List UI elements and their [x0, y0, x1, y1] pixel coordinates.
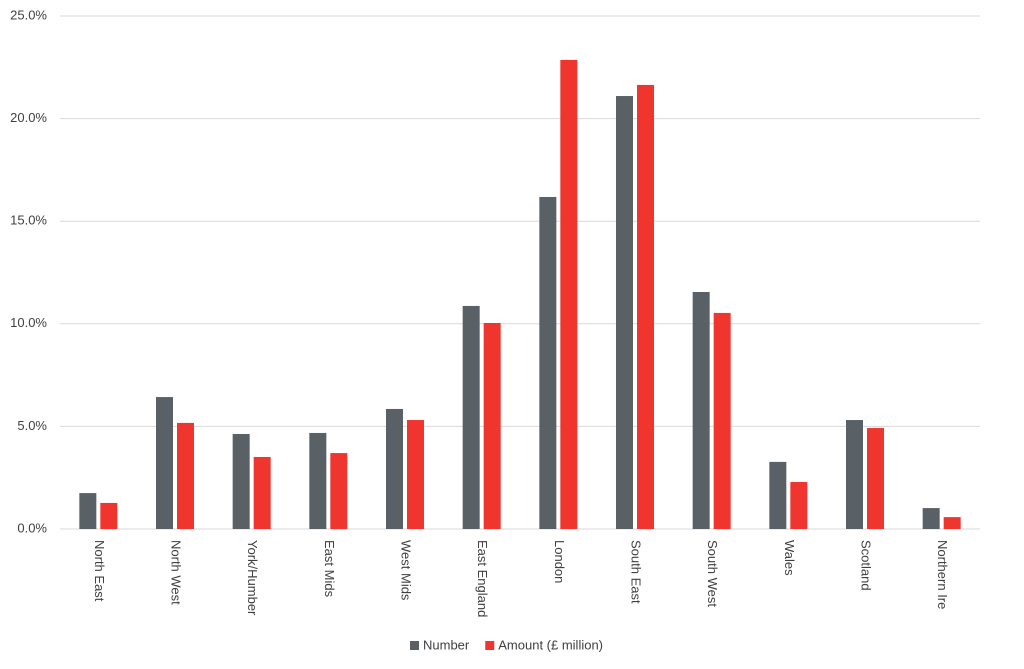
y-tick-label: 5.0%	[17, 418, 47, 433]
bar	[713, 312, 731, 529]
bar	[692, 291, 710, 529]
bar	[483, 322, 501, 529]
bar	[79, 493, 97, 529]
legend-swatch	[410, 641, 419, 650]
bar	[769, 461, 787, 529]
bar	[616, 96, 633, 529]
bar	[846, 420, 863, 529]
bar	[309, 432, 327, 529]
bar	[922, 508, 940, 529]
bar	[407, 420, 424, 529]
x-tick-label: York/Humber	[245, 540, 260, 616]
bar	[637, 84, 654, 529]
y-tick-label: 0.0%	[17, 520, 47, 535]
bar	[560, 59, 578, 529]
x-tick-label: East Mids	[322, 540, 337, 598]
bar	[867, 428, 884, 529]
x-tick-label: South West	[705, 540, 720, 607]
x-tick-label: Scotland	[859, 540, 874, 591]
bar	[386, 408, 403, 529]
legend-swatch	[485, 641, 495, 650]
x-tick-label: Wales	[782, 540, 797, 576]
x-tick-label: East England	[475, 540, 490, 617]
legend-label: Amount (£ million)	[498, 637, 603, 652]
legend-label: Number	[423, 637, 470, 652]
bar	[943, 517, 961, 529]
bar	[100, 502, 118, 529]
x-tick-label: South East	[629, 540, 644, 604]
bar	[790, 482, 808, 529]
bar	[232, 433, 250, 529]
bar	[330, 453, 348, 529]
x-tick-label: West Mids	[399, 540, 414, 601]
bar	[462, 305, 480, 529]
bar	[156, 397, 173, 529]
bar	[539, 196, 557, 530]
y-tick-label: 20.0%	[10, 110, 47, 125]
bar	[253, 456, 271, 529]
bar	[177, 422, 194, 529]
y-tick-label: 15.0%	[10, 213, 47, 228]
x-tick-label: London	[552, 540, 567, 583]
x-tick-label: North West	[169, 540, 184, 605]
x-tick-label: North East	[92, 540, 107, 602]
y-tick-label: 25.0%	[10, 7, 47, 22]
x-tick-label: Northern Ire	[935, 540, 950, 609]
y-tick-label: 10.0%	[10, 315, 47, 330]
